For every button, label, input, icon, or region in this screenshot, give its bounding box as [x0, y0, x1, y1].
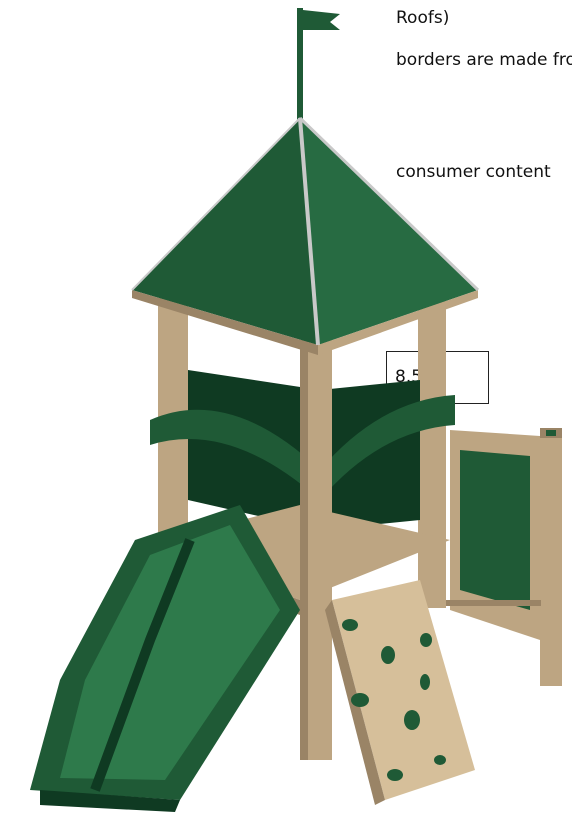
partial-text-roofs: Roofs) [396, 8, 450, 28]
climbing-wall [325, 580, 475, 805]
arch-panel [150, 395, 455, 500]
roof [131, 116, 480, 355]
slide [30, 505, 300, 812]
side-panel [450, 428, 562, 686]
flag [297, 8, 340, 123]
post-back-right [418, 298, 446, 608]
side-rail [446, 600, 541, 606]
partial-text-borders: borders are made from [396, 50, 572, 70]
partial-text-consumer: consumer content [396, 162, 551, 182]
